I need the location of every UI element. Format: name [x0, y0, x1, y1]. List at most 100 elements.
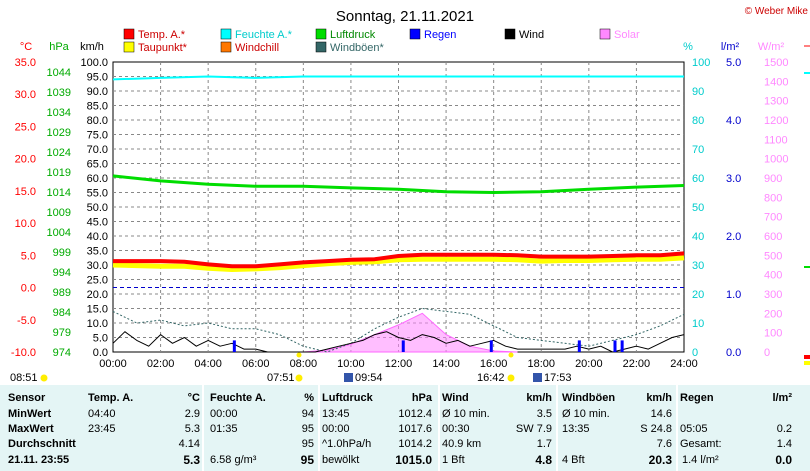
y-tick-label-wind: 15.0: [87, 304, 108, 316]
y-tick-label-pressure: 999: [53, 247, 71, 259]
x-tick-label: 22:00: [623, 358, 651, 370]
table-cell-left: 6.58 g/m³: [210, 454, 257, 466]
sunrise-icon: [295, 374, 303, 382]
y-tick-label-temp: 5.0: [21, 250, 36, 262]
y-tick-label-temp: 30.0: [15, 89, 36, 101]
rain-bar: [401, 340, 405, 352]
copyright-text: © Weber Mike: [745, 6, 809, 17]
x-tick-label: 00:00: [99, 358, 127, 370]
y-tick-label-pressure: 979: [53, 327, 71, 339]
moonset-icon: [344, 373, 353, 382]
table-header: Sensor: [8, 392, 46, 404]
table-cell-value: 4.14: [178, 438, 200, 450]
table-cell-left: 00:30: [442, 423, 470, 435]
y-tick-label-humidity: 80: [692, 115, 704, 127]
sunset-time: 16:42: [477, 372, 505, 384]
y-tick-label-humidity: 70: [692, 144, 704, 156]
table-cell-left: 4 Bft: [562, 454, 585, 466]
table-cell-left: Ø 10 min.: [442, 408, 490, 420]
y-tick-label-solar: 1100: [764, 134, 788, 146]
table-unit: km/h: [646, 392, 672, 404]
y-tick-label-rain: 1.0: [726, 289, 741, 301]
table-cell-left: 40.9 km: [442, 438, 482, 450]
table-cell-value: 95: [301, 438, 314, 450]
rain-bar: [489, 340, 493, 352]
legend-label: Windchill: [235, 42, 279, 54]
y-tick-label-pressure: 1044: [47, 67, 71, 79]
y-tick-label-wind: 30.0: [87, 260, 108, 272]
table-cell-value: 95: [301, 423, 314, 435]
y-tick-label-temp: 35.0: [15, 57, 36, 69]
table-cell-value: 1.7: [536, 438, 552, 450]
y-tick-label-pressure: 1004: [47, 227, 71, 239]
table-cell-value: 5.3: [183, 453, 200, 467]
y-tick-label-temp: 15.0: [15, 186, 36, 198]
wind-series-line: [112, 331, 685, 353]
y-tick-label-pressure: 1014: [47, 187, 71, 199]
y-tick-label-wind: 20.0: [87, 289, 108, 301]
table-cell-value: 14.6: [650, 408, 672, 420]
table-cell-value: 2.9: [184, 408, 200, 420]
table-unit: hPa: [411, 392, 432, 404]
table-cell-left: 13:45: [322, 408, 350, 420]
y-tick-label-solar: 600: [764, 231, 782, 243]
table-cell-value: 94: [301, 408, 314, 420]
y-tick-label-pressure: 1029: [47, 127, 71, 139]
y-tick-label-rain: 4.0: [726, 115, 741, 127]
y-axis-unit-rain: l/m²: [721, 41, 740, 53]
table-cell-value: 0.0: [775, 453, 792, 467]
legend-label: Regen: [424, 29, 456, 41]
y-tick-label-solar: 800: [764, 192, 782, 204]
x-tick-label: 18:00: [527, 358, 555, 370]
table-unit: km/h: [526, 392, 552, 404]
y-tick-label-wind: 45.0: [87, 217, 108, 229]
y-tick-label-pressure: 1019: [47, 167, 71, 179]
y-tick-label-humidity: 100: [692, 57, 710, 69]
y-tick-label-solar: 300: [764, 289, 782, 301]
x-tick-label: 04:00: [194, 358, 222, 370]
legend-swatch: [220, 28, 232, 40]
table-row-label: 21.11. 23:55: [8, 454, 70, 466]
luftdruck-series-line: [112, 174, 685, 194]
x-tick-label: 16:00: [480, 358, 508, 370]
temp-a-series-line: [113, 251, 685, 269]
legend-label: Temp. A.*: [138, 29, 186, 41]
table-cell-value: 1.4: [776, 438, 792, 450]
rain-bar: [620, 340, 624, 352]
y-tick-label-pressure: 994: [53, 267, 71, 279]
table-cell-value: 1012.4: [398, 408, 432, 420]
y-axis-unit-wind: km/h: [80, 41, 104, 53]
table-cell-left: ^1.0hPa/h: [322, 438, 372, 450]
table-cell-value: 1014.2: [398, 438, 432, 450]
legend-swatch: [315, 28, 327, 40]
legend-swatch: [220, 41, 232, 53]
table-cell-value: S 24.8: [640, 423, 672, 435]
moonrise-icon: [533, 373, 542, 382]
y-tick-label-temp: -5.0: [17, 315, 36, 327]
y-tick-label-humidity: 40: [692, 231, 704, 243]
y-tick-label-wind: 0.0: [93, 347, 108, 359]
x-tick-label: 10:00: [337, 358, 365, 370]
y-tick-label-temp: -10.0: [11, 347, 36, 359]
table-cell-left: Ø 10 min.: [562, 408, 610, 420]
y-tick-label-rain: 5.0: [726, 57, 741, 69]
y-tick-label-temp: 0.0: [21, 283, 36, 295]
y-axis-unit-solar: W/m²: [758, 41, 785, 53]
table-header: Regen: [680, 392, 714, 404]
table-column-separator: [438, 385, 440, 471]
table-row-label: MaxWert: [8, 423, 54, 435]
y-tick-label-solar: 1400: [764, 76, 788, 88]
table-cell-left: 04:40: [88, 408, 116, 420]
y-tick-label-wind: 5.0: [93, 333, 108, 345]
table-unit: l/m²: [772, 392, 792, 404]
y-tick-label-temp: 25.0: [15, 121, 36, 133]
sun-moon-row: 08:51 07:51 09:54 16:42 17:53: [10, 352, 572, 384]
table-cell-value: 20.3: [648, 453, 672, 467]
legend-label: Feuchte A.*: [235, 29, 293, 41]
legend-label: Wind: [519, 29, 544, 41]
feuchte-a-series-line: [112, 75, 684, 81]
table-cell-left: 1.4 l/m²: [682, 454, 719, 466]
y-tick-label-solar: 1300: [764, 96, 788, 108]
table-cell-value: 5.3: [184, 423, 200, 435]
table-column-separator: [202, 385, 204, 471]
